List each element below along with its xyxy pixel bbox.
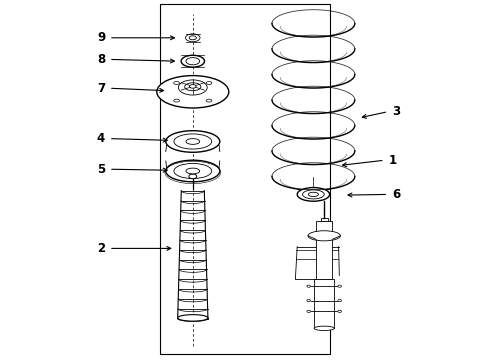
Ellipse shape	[307, 310, 311, 312]
Bar	[316, 221, 332, 279]
Ellipse shape	[174, 134, 212, 149]
Ellipse shape	[178, 80, 207, 95]
Ellipse shape	[206, 81, 212, 84]
Ellipse shape	[308, 231, 341, 241]
Ellipse shape	[174, 99, 179, 102]
Ellipse shape	[157, 76, 229, 108]
Text: 1: 1	[389, 154, 397, 167]
Text: 8: 8	[97, 53, 105, 66]
Ellipse shape	[190, 85, 196, 88]
Ellipse shape	[206, 99, 212, 102]
Ellipse shape	[185, 83, 201, 91]
Ellipse shape	[174, 163, 212, 179]
Ellipse shape	[166, 160, 220, 182]
Ellipse shape	[303, 190, 324, 199]
Ellipse shape	[186, 34, 200, 42]
Ellipse shape	[181, 55, 204, 67]
Text: 4: 4	[97, 132, 105, 145]
Ellipse shape	[186, 139, 199, 144]
Ellipse shape	[174, 81, 179, 84]
Ellipse shape	[307, 300, 311, 302]
Ellipse shape	[178, 315, 208, 321]
Bar	[314, 279, 334, 328]
Ellipse shape	[189, 174, 197, 179]
Ellipse shape	[338, 310, 342, 312]
Text: 6: 6	[392, 188, 400, 201]
Ellipse shape	[307, 285, 311, 287]
Text: 2: 2	[97, 242, 105, 255]
Ellipse shape	[314, 326, 334, 330]
Ellipse shape	[338, 300, 342, 302]
Ellipse shape	[186, 58, 199, 65]
Ellipse shape	[186, 168, 199, 174]
Text: 9: 9	[97, 31, 105, 44]
Ellipse shape	[338, 285, 342, 287]
Bar	[320, 218, 328, 221]
Ellipse shape	[308, 192, 318, 197]
Ellipse shape	[189, 36, 196, 40]
Bar	[160, 4, 330, 354]
Text: 5: 5	[97, 163, 105, 176]
Text: 3: 3	[392, 105, 400, 118]
Ellipse shape	[297, 188, 330, 201]
Ellipse shape	[166, 131, 220, 152]
Text: 7: 7	[97, 82, 105, 95]
